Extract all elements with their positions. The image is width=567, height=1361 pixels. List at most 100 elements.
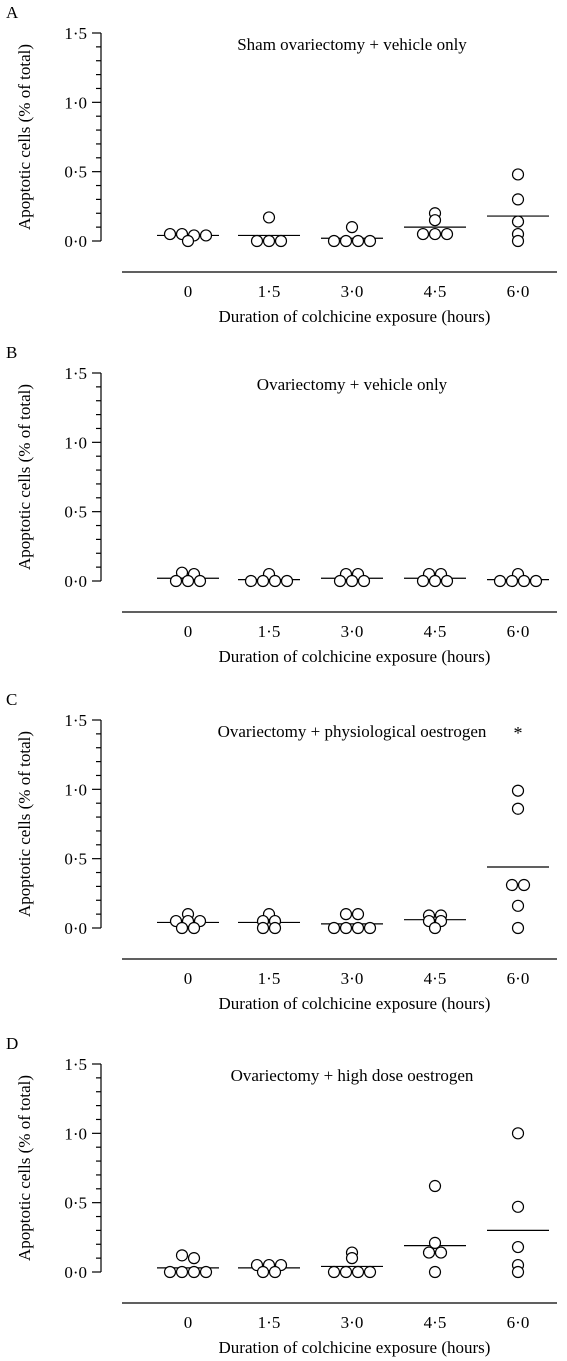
y-tick-label: 1·0 (64, 780, 87, 799)
data-point (345, 574, 359, 588)
data-point (428, 574, 442, 588)
data-point (351, 908, 365, 921)
x-tick-label: 3·0 (341, 622, 364, 641)
data-point (363, 921, 377, 935)
data-point (187, 1265, 201, 1279)
data-point (428, 1179, 442, 1193)
panel-title: Ovariectomy + vehicle only (257, 375, 448, 394)
data-point (274, 234, 288, 248)
data-point (505, 878, 519, 892)
data-point (175, 921, 189, 935)
x-tick-label: 4·5 (424, 282, 447, 301)
data-point (268, 1265, 282, 1279)
data-point (428, 921, 442, 935)
data-point (511, 1127, 525, 1140)
data-point (199, 1265, 213, 1279)
x-tick-label: 3·0 (341, 969, 364, 988)
data-point (363, 1265, 377, 1279)
data-point (327, 1265, 341, 1279)
data-point (493, 574, 507, 588)
data-point (428, 1265, 442, 1279)
x-tick-label: 0 (184, 282, 193, 301)
y-tick-label: 0·0 (64, 232, 87, 251)
x-axis-label: Duration of colchicine exposure (hours) (219, 994, 491, 1013)
data-point (175, 1249, 189, 1262)
x-axis-label: Duration of colchicine exposure (hours) (219, 307, 491, 326)
y-axis-label: Apoptotic cells (% of total) (15, 1075, 34, 1261)
data-point (187, 921, 201, 935)
data-point (339, 1265, 353, 1279)
data-point (416, 227, 430, 241)
data-point (268, 574, 282, 588)
data-point (256, 574, 270, 588)
data-point (256, 921, 270, 935)
significance-marker: * (514, 723, 523, 743)
data-point (416, 574, 430, 588)
x-tick-label: 6·0 (507, 282, 530, 301)
data-point (511, 215, 525, 228)
x-tick-label: 0 (184, 969, 193, 988)
data-point (440, 227, 454, 241)
y-axis-label: Apoptotic cells (% of total) (15, 731, 34, 917)
data-point (327, 234, 341, 248)
y-tick-label: 1·5 (64, 711, 87, 730)
data-point (511, 234, 525, 248)
data-point (193, 574, 207, 588)
data-point (440, 574, 454, 588)
data-point (428, 214, 442, 227)
panel-label: A (6, 3, 19, 22)
data-point (175, 566, 189, 579)
data-point (262, 234, 276, 248)
data-point (163, 1265, 177, 1279)
data-point (345, 1252, 359, 1265)
data-point (357, 574, 371, 588)
y-tick-label: 1·5 (64, 24, 87, 43)
data-point (511, 1265, 525, 1279)
y-tick-label: 0·5 (64, 1194, 87, 1213)
y-tick-label: 1·0 (64, 433, 87, 452)
panel-title: Ovariectomy + physiological oestrogen (218, 722, 487, 741)
x-tick-label: 0 (184, 622, 193, 641)
data-point (181, 574, 195, 588)
data-point (262, 211, 276, 224)
data-point (428, 227, 442, 241)
data-point (199, 229, 213, 242)
x-tick-label: 4·5 (424, 969, 447, 988)
data-point (363, 234, 377, 248)
x-tick-label: 1·5 (258, 1313, 281, 1332)
data-point (163, 227, 177, 241)
panel-label: D (6, 1034, 18, 1053)
data-point (169, 574, 183, 588)
y-tick-label: 1·5 (64, 1055, 87, 1074)
x-tick-label: 1·5 (258, 969, 281, 988)
data-point (511, 1200, 525, 1213)
data-point (422, 1246, 436, 1259)
data-point (280, 574, 294, 588)
x-tick-label: 6·0 (507, 622, 530, 641)
data-point (256, 1265, 270, 1279)
data-point (339, 908, 353, 921)
data-point (511, 921, 525, 935)
data-point (351, 1265, 365, 1279)
x-tick-label: 6·0 (507, 1313, 530, 1332)
x-tick-label: 1·5 (258, 622, 281, 641)
y-axis-label: Apoptotic cells (% of total) (15, 44, 34, 230)
data-point (511, 1240, 525, 1254)
x-axis-label: Duration of colchicine exposure (hours) (219, 647, 491, 666)
data-point (327, 921, 341, 935)
y-tick-label: 0·5 (64, 163, 87, 182)
x-tick-label: 0 (184, 1313, 193, 1332)
data-point (333, 574, 347, 588)
y-tick-label: 0·5 (64, 850, 87, 869)
data-point (511, 784, 525, 797)
data-point (434, 1246, 448, 1259)
y-tick-label: 0·5 (64, 503, 87, 522)
data-point (511, 802, 525, 815)
x-tick-label: 3·0 (341, 282, 364, 301)
data-point (345, 221, 359, 234)
panel-label: B (6, 343, 17, 362)
data-point (181, 234, 195, 248)
data-point (511, 168, 525, 181)
data-point (511, 193, 525, 206)
data-point (351, 234, 365, 248)
